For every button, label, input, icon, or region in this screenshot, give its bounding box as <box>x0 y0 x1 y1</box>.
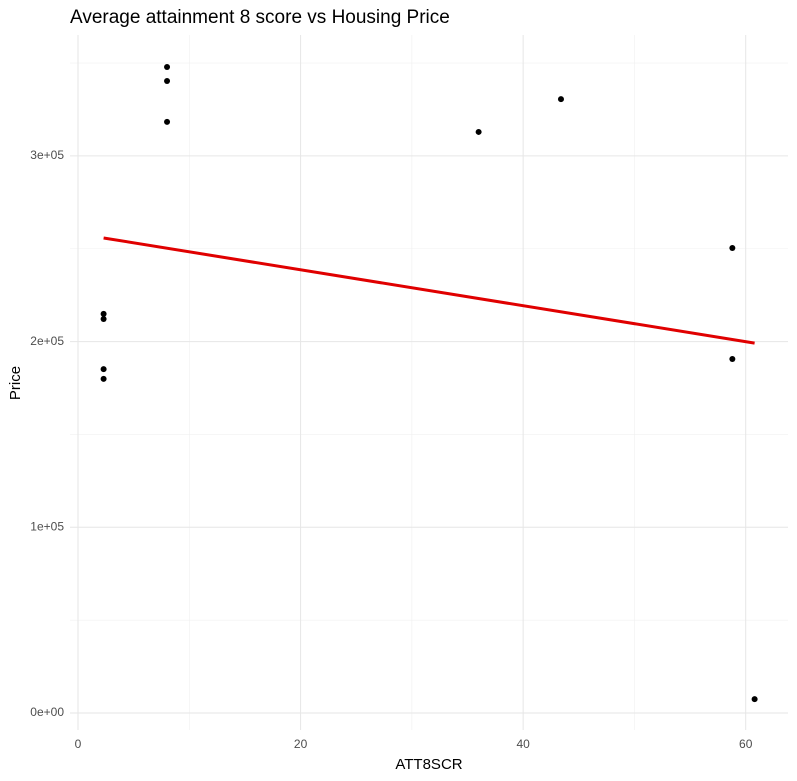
point <box>100 315 107 322</box>
x-tick-label: 60 <box>739 737 753 751</box>
point <box>475 128 482 135</box>
point <box>164 63 171 70</box>
x-tick-label: 0 <box>75 737 82 751</box>
x-tick-label: 40 <box>516 737 530 751</box>
trend-line <box>103 236 755 345</box>
x-axis-label: ATT8SCR <box>395 756 462 773</box>
chart-title: Average attainment 8 score vs Housing Pr… <box>70 7 450 28</box>
point <box>164 78 171 85</box>
y-tick-label: 2e+05 <box>30 334 64 348</box>
y-tick-label: 0e+00 <box>30 705 64 719</box>
point <box>729 245 736 252</box>
point <box>164 118 171 125</box>
x-tick-label: 20 <box>294 737 308 751</box>
point <box>100 375 107 382</box>
point <box>100 310 107 317</box>
y-tick-label: 3e+05 <box>30 148 64 162</box>
point <box>557 96 564 103</box>
point <box>100 366 107 373</box>
y-tick-label: 1e+05 <box>30 519 64 533</box>
y-axis-label: Price <box>7 366 24 400</box>
point <box>729 356 736 363</box>
point <box>751 696 758 703</box>
